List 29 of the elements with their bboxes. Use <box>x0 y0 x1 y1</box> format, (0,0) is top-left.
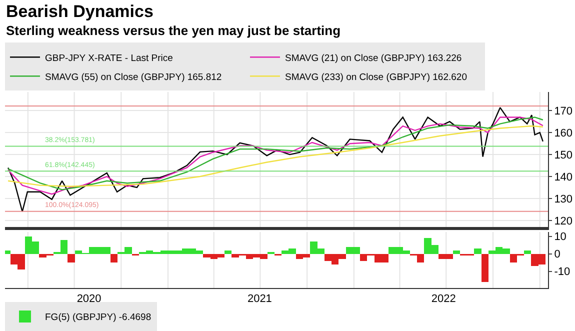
y-tick-label: 120 <box>554 215 573 228</box>
legend-label: SMAVG (55) on Close (GBPJPY) 165.812 <box>45 72 222 83</box>
x-tick-label: 2020 <box>76 293 102 306</box>
x-tick-label: 2021 <box>247 293 272 306</box>
bar <box>68 254 75 263</box>
y-tick-label: 160 <box>554 127 573 140</box>
bar <box>474 248 482 254</box>
chart-title: Bearish Dynamics <box>6 2 154 22</box>
bar <box>5 250 11 254</box>
y-tick-label: 10 <box>554 231 566 244</box>
bar <box>224 250 232 254</box>
y-tick-label: 140 <box>554 171 573 184</box>
y-tick-label: 0 <box>554 248 560 261</box>
y-tick-label: 130 <box>554 193 573 206</box>
legend-label: SMAVG (233) on Close (GBPJPY) 162.620 <box>285 72 467 83</box>
line-series <box>7 125 544 187</box>
y-tick-label: 170 <box>554 106 573 118</box>
legend-label: FG(5) (GBPJPY) -6.4698 <box>45 312 152 324</box>
y-tick-label: -10 <box>554 266 570 278</box>
legend-label: GBP-JPY X-RATE - Last Price <box>45 52 173 64</box>
line-series <box>7 106 544 212</box>
chart-subtitle: Sterling weakness versus the yen may just be starting <box>6 22 341 39</box>
bar <box>524 250 532 254</box>
bar <box>110 254 118 263</box>
x-tick-label: 2022 <box>431 293 456 306</box>
bar <box>452 250 460 254</box>
bar <box>481 254 488 282</box>
legend-label: SMAVG (21) on Close (GBPJPY) 163.226 <box>285 52 462 64</box>
y-tick-label: 150 <box>554 149 573 162</box>
